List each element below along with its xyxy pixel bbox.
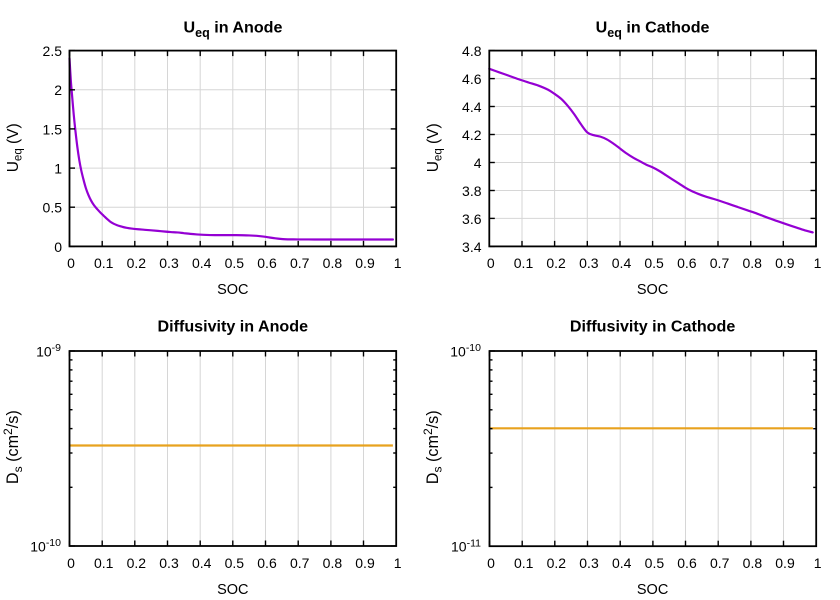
svg-text:0.5: 0.5	[644, 255, 664, 271]
svg-text:0.5: 0.5	[225, 255, 245, 271]
svg-text:0.4: 0.4	[192, 555, 212, 571]
svg-text:0.3: 0.3	[579, 255, 599, 271]
svg-text:Ueq (V): Ueq (V)	[5, 123, 25, 172]
svg-text:0.7: 0.7	[290, 555, 310, 571]
svg-text:0: 0	[487, 255, 495, 271]
svg-text:0.6: 0.6	[257, 255, 277, 271]
svg-text:0.5: 0.5	[645, 555, 665, 571]
svg-text:3.4: 3.4	[462, 239, 482, 255]
svg-text:0.4: 0.4	[612, 555, 632, 571]
svg-text:0.7: 0.7	[710, 555, 730, 571]
svg-text:Diffusivity in Cathode: Diffusivity in Cathode	[570, 318, 735, 336]
svg-text:0.1: 0.1	[94, 555, 114, 571]
svg-text:SOC: SOC	[637, 582, 668, 598]
svg-text:1: 1	[54, 161, 62, 177]
svg-text:4.2: 4.2	[462, 127, 482, 143]
svg-text:0: 0	[54, 239, 62, 255]
svg-text:0.6: 0.6	[677, 255, 697, 271]
svg-text:0.3: 0.3	[159, 555, 179, 571]
svg-text:0: 0	[487, 555, 495, 571]
svg-text:0.7: 0.7	[710, 255, 730, 271]
svg-text:0.2: 0.2	[127, 255, 147, 271]
svg-text:SOC: SOC	[217, 282, 248, 298]
svg-text:0.8: 0.8	[742, 255, 762, 271]
svg-text:0.2: 0.2	[127, 555, 147, 571]
svg-text:0.5: 0.5	[225, 555, 245, 571]
svg-text:0.6: 0.6	[257, 555, 277, 571]
svg-text:Ds (cm2/s): Ds (cm2/s)	[1, 410, 25, 484]
svg-text:1: 1	[394, 555, 402, 571]
svg-text:0.4: 0.4	[612, 255, 632, 271]
svg-text:Ueq (V): Ueq (V)	[425, 123, 445, 172]
svg-text:1: 1	[394, 255, 402, 271]
svg-text:1.5: 1.5	[43, 121, 63, 137]
svg-text:1: 1	[814, 255, 822, 271]
svg-text:0.1: 0.1	[514, 255, 534, 271]
svg-text:0.9: 0.9	[355, 255, 375, 271]
svg-text:0.3: 0.3	[579, 555, 599, 571]
svg-text:0.5: 0.5	[43, 200, 63, 216]
svg-text:4.4: 4.4	[462, 99, 482, 115]
svg-text:Diffusivity in Anode: Diffusivity in Anode	[158, 318, 309, 336]
svg-text:4.8: 4.8	[462, 43, 482, 59]
svg-text:0.3: 0.3	[159, 255, 179, 271]
svg-text:0.9: 0.9	[775, 255, 795, 271]
svg-text:0.7: 0.7	[290, 255, 310, 271]
svg-text:3.6: 3.6	[462, 211, 482, 227]
svg-text:SOC: SOC	[637, 282, 668, 298]
svg-text:1: 1	[814, 555, 822, 571]
svg-text:0.9: 0.9	[775, 555, 795, 571]
svg-text:Ueq in Cathode: Ueq in Cathode	[596, 19, 710, 40]
svg-text:Ueq in Anode: Ueq in Anode	[184, 19, 283, 40]
svg-text:0.8: 0.8	[323, 555, 343, 571]
svg-text:SOC: SOC	[217, 582, 248, 598]
svg-text:0.2: 0.2	[546, 255, 566, 271]
svg-text:0.1: 0.1	[514, 555, 534, 571]
svg-text:2.5: 2.5	[43, 43, 63, 59]
svg-text:2: 2	[54, 82, 62, 98]
svg-text:3.8: 3.8	[462, 183, 482, 199]
svg-text:4: 4	[474, 155, 482, 171]
svg-text:0: 0	[67, 555, 75, 571]
svg-text:0.9: 0.9	[355, 555, 375, 571]
svg-text:0.8: 0.8	[323, 255, 343, 271]
svg-text:0.8: 0.8	[743, 555, 763, 571]
svg-text:Ds (cm2/s): Ds (cm2/s)	[421, 410, 445, 484]
svg-text:0.2: 0.2	[547, 555, 567, 571]
svg-text:4.6: 4.6	[462, 71, 482, 87]
svg-text:0.4: 0.4	[192, 255, 212, 271]
svg-text:0.6: 0.6	[677, 555, 697, 571]
svg-text:0: 0	[67, 255, 75, 271]
svg-text:0.1: 0.1	[94, 255, 114, 271]
